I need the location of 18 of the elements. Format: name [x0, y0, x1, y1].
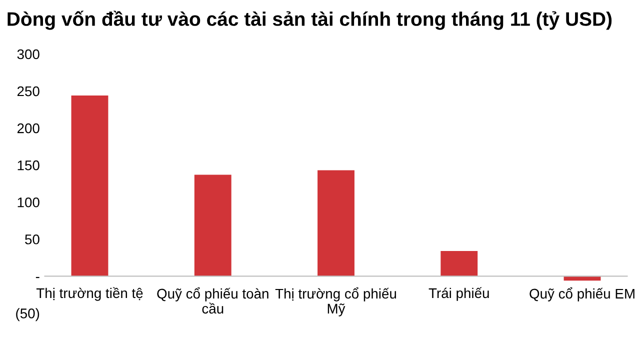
bar: [440, 250, 478, 276]
x-tick-label: Quỹ cổ phiếu EM: [530, 287, 634, 302]
bar: [318, 170, 354, 276]
y-tick-label: 300: [17, 49, 40, 60]
y-tick-label: 150: [18, 160, 40, 170]
y-tick-label: 100: [18, 197, 40, 208]
x-tick-label: Thị trường tiền tệ: [36, 287, 143, 301]
bar: [194, 174, 232, 276]
x-tick-label: Trái phiếu: [428, 287, 489, 301]
y-tick-label: 250: [17, 86, 40, 96]
x-tick-label: Quỹ cổ phiếu toàn cầu: [157, 287, 268, 314]
bar: [71, 95, 108, 276]
chart-title: Dòng vốn đầu tư vào các tài sản tài chính trong tháng 11 (tỷ USD): [8, 10, 612, 30]
y-tick-label: 200: [17, 123, 40, 134]
y-tick-label: (50): [16, 308, 40, 322]
x-tick-label: Thị trường cổ phiếu Mỹ: [275, 287, 396, 316]
y-tick-label: 50: [25, 234, 40, 244]
y-tick-label: -: [36, 276, 40, 278]
